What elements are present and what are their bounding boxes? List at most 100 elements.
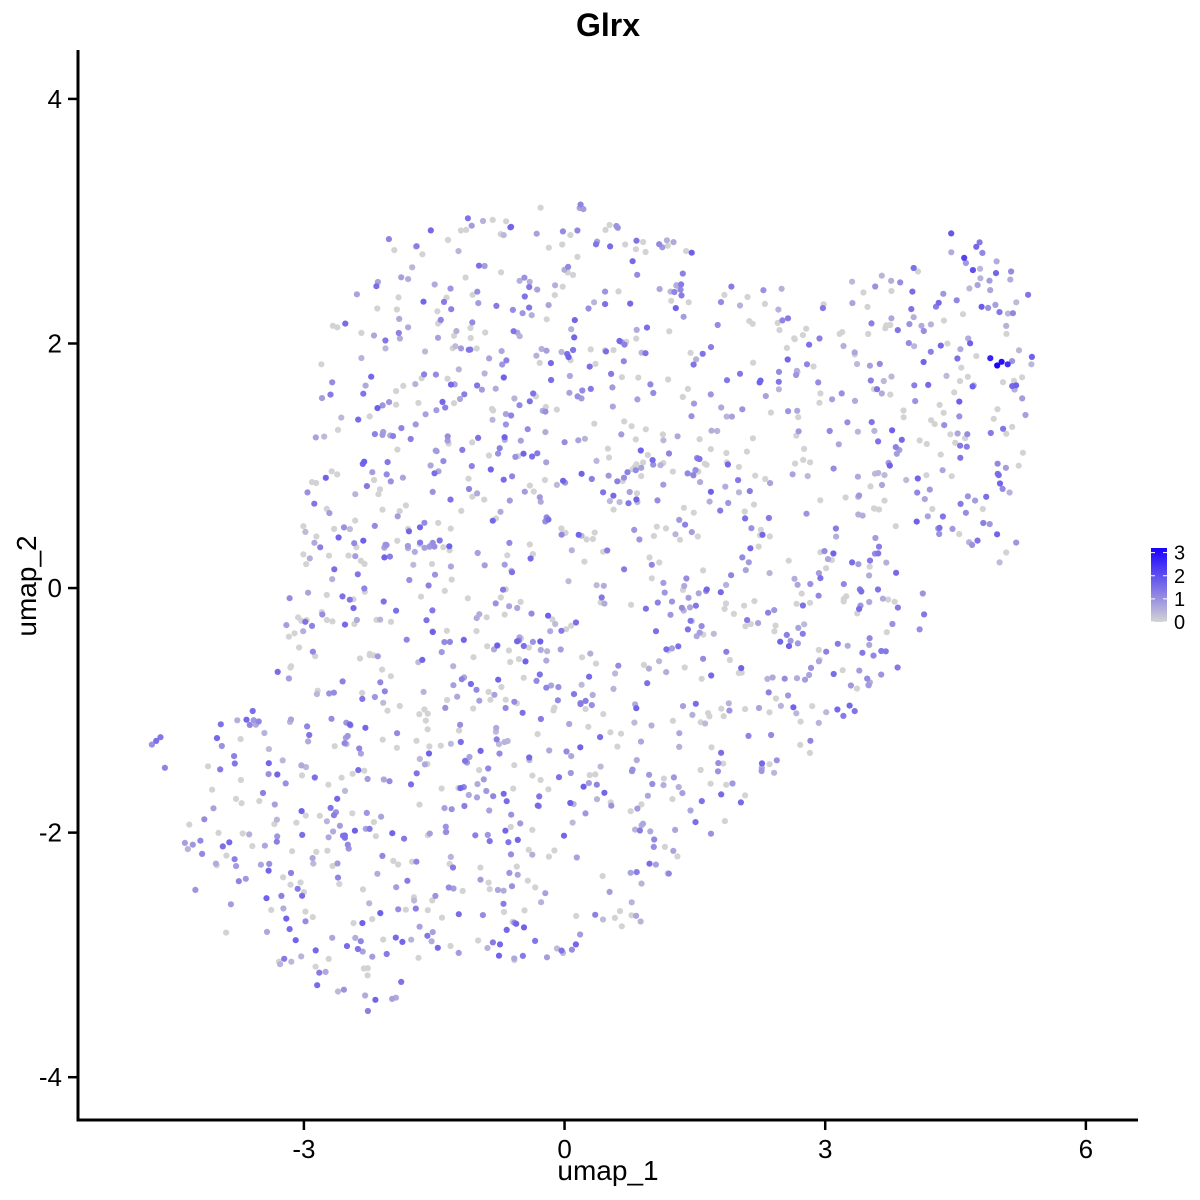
cell-point (585, 780, 593, 787)
cell-point (359, 920, 366, 927)
cell-point (506, 539, 513, 547)
cell-point (536, 793, 543, 800)
cell-point (866, 635, 873, 642)
cell-point (477, 864, 484, 871)
cell-point (936, 530, 943, 538)
cell-point (469, 439, 476, 446)
cell-point (577, 744, 584, 751)
cell-point (341, 832, 348, 839)
cell-point (444, 375, 451, 382)
cell-point (543, 316, 550, 323)
cell-point (282, 780, 289, 787)
cell-point (843, 593, 850, 600)
cell-point (830, 550, 837, 557)
cell-point (748, 525, 755, 532)
cell-point (587, 346, 594, 353)
cell-point (510, 328, 517, 335)
cell-point (379, 402, 386, 409)
cell-point (472, 832, 479, 839)
cell-point (444, 696, 451, 704)
cell-point (448, 806, 455, 813)
cell-point (529, 638, 537, 646)
cell-point (597, 734, 604, 741)
cell-point (525, 846, 532, 853)
cell-point (656, 241, 663, 248)
cell-point (405, 276, 412, 283)
cell-point (372, 996, 379, 1003)
cell-point (586, 363, 593, 370)
cell-point (404, 542, 411, 550)
cell-point (486, 838, 493, 845)
cell-point (395, 329, 402, 337)
cell-point (681, 664, 688, 671)
cell-point (413, 737, 420, 744)
cell-point (538, 899, 545, 906)
cell-point (601, 789, 608, 796)
cell-point (892, 444, 899, 451)
cell-point (741, 508, 748, 515)
cell-point (361, 767, 368, 774)
cell-point (279, 757, 286, 764)
cell-point (973, 353, 980, 360)
cell-point (977, 265, 984, 272)
cell-point (457, 738, 464, 746)
cell-point (665, 376, 672, 383)
cell-point (1013, 539, 1020, 546)
cell-point (923, 440, 930, 448)
cell-point (775, 378, 782, 385)
cell-point (271, 801, 278, 808)
cell-point (438, 649, 445, 656)
cell-point (621, 566, 628, 573)
cell-point (379, 431, 386, 438)
cell-point (309, 914, 316, 921)
cell-point (383, 471, 390, 478)
cell-point (969, 541, 976, 549)
cell-point (586, 673, 593, 680)
cell-point (834, 640, 841, 647)
cell-point (399, 938, 406, 946)
cell-point (398, 274, 405, 281)
cell-point (795, 428, 802, 435)
cell-point (1009, 358, 1016, 365)
cell-point (602, 226, 609, 233)
cell-point (363, 809, 370, 817)
cell-point (555, 684, 562, 691)
cell-point (669, 717, 677, 724)
cell-point (323, 616, 330, 624)
x-tick-label: 3 (818, 1134, 832, 1164)
cell-point (742, 792, 749, 799)
cell-point (514, 836, 521, 844)
cell-point (559, 228, 567, 235)
cell-point (631, 526, 638, 534)
cell-point (303, 561, 310, 568)
cell-point (302, 918, 309, 925)
cell-point (602, 301, 609, 308)
cell-point (442, 404, 449, 411)
cell-point (777, 702, 785, 710)
cell-point (690, 509, 697, 516)
cell-point (867, 377, 874, 384)
cell-point (614, 224, 621, 231)
cell-point (721, 291, 728, 298)
cell-point (369, 916, 376, 923)
cell-point (663, 646, 670, 653)
cell-point (507, 823, 514, 831)
cell-point (867, 483, 874, 490)
cell-point (878, 481, 886, 489)
cell-point (330, 812, 338, 819)
cell-point (939, 513, 947, 520)
cell-point (422, 411, 429, 418)
cell-point (644, 451, 651, 459)
cell-point (434, 308, 441, 315)
cell-point (153, 737, 160, 745)
cell-point (707, 446, 714, 453)
cell-point (479, 217, 487, 225)
cell-point (505, 647, 512, 654)
cell-point (563, 626, 570, 633)
cell-point (589, 691, 596, 699)
cell-point (962, 509, 970, 516)
cell-point (434, 334, 442, 341)
cell-point (721, 605, 728, 613)
cell-point (879, 595, 887, 602)
y-tick-label: 4 (48, 84, 62, 114)
